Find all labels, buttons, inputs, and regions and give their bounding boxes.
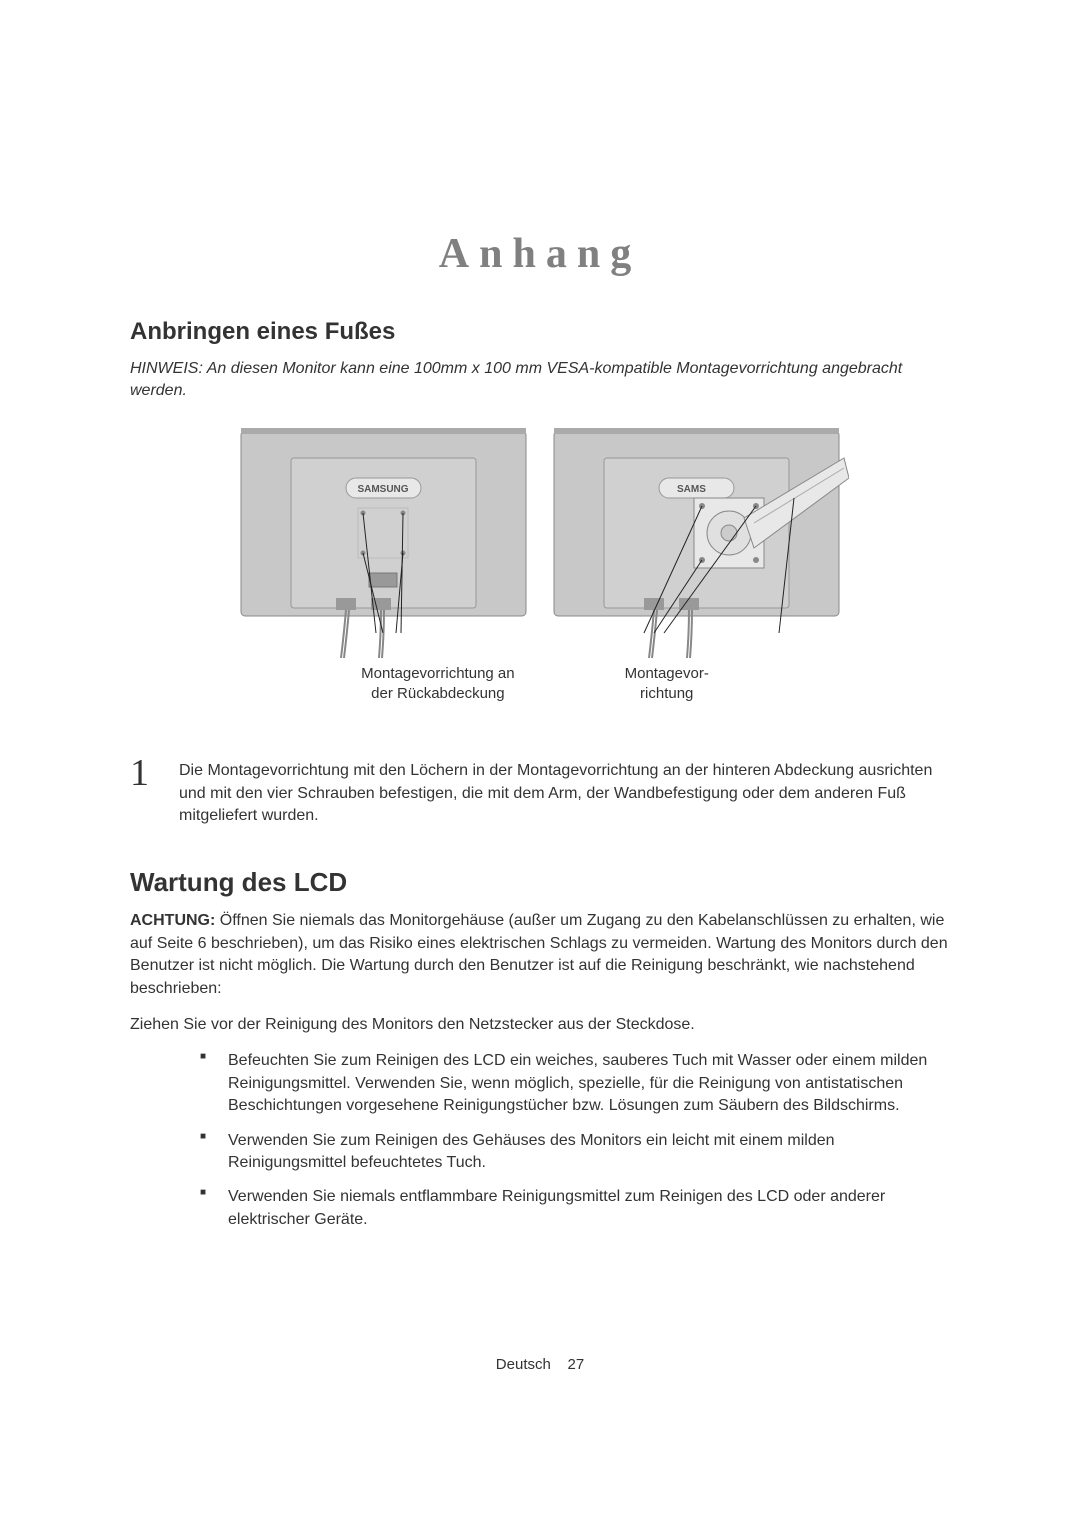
monitor-back-figure-left: SAMSUNG: [231, 423, 536, 658]
caption-left-line2: der Rückabdeckung: [371, 685, 504, 702]
list-item: Verwenden Sie niemals entflammbare Reini…: [200, 1186, 950, 1231]
warning-text: Öffnen Sie niemals das Monitorgehäuse (a…: [130, 912, 948, 996]
page-content: Anhang Anbringen eines Fußes HINWEIS: An…: [0, 0, 1080, 1303]
figure-container: SAMSUNG: [130, 423, 950, 658]
caption-left-line1: Montagevorrichtung an: [361, 665, 514, 682]
section-maintenance-title: Wartung des LCD: [130, 867, 950, 898]
list-item: Verwenden Sie zum Reinigen des Gehäuses …: [200, 1130, 950, 1175]
step-text: Die Montagevorrichtung mit den Löchern i…: [179, 754, 950, 827]
brand-label-partial: SAMS: [677, 484, 706, 495]
monitor-back-figure-right: SAMS: [544, 423, 849, 658]
chapter-title: Anhang: [130, 230, 950, 278]
caption-right-line2: richtung: [640, 685, 693, 702]
caption-left: Montagevorrichtung an der Rückabdeckung: [361, 664, 514, 705]
step-1-row: 1 Die Montagevorrichtung mit den Löchern…: [130, 754, 950, 827]
maintenance-bullets: Befeuchten Sie zum Reinigen des LCD ein …: [200, 1050, 950, 1231]
figure-area: SAMSUNG: [130, 423, 950, 705]
caption-right: Montagevor- richtung: [625, 664, 709, 705]
brand-label: SAMSUNG: [357, 484, 408, 495]
page-footer: Deutsch 27: [0, 1356, 1080, 1373]
list-item: Befeuchten Sie zum Reinigen des LCD ein …: [200, 1050, 950, 1117]
footer-page-number: 27: [568, 1356, 585, 1373]
warning-label: ACHTUNG:: [130, 912, 215, 929]
caption-right-line1: Montagevor-: [625, 665, 709, 682]
section-mount-title: Anbringen eines Fußes: [130, 318, 950, 346]
unplug-text: Ziehen Sie vor der Reinigung des Monitor…: [130, 1014, 950, 1036]
footer-language: Deutsch: [496, 1356, 551, 1373]
vesa-note: HINWEIS: An diesen Monitor kann eine 100…: [130, 358, 950, 403]
warning-paragraph: ACHTUNG: Öffnen Sie niemals das Monitorg…: [130, 910, 950, 1000]
figure-captions: Montagevorrichtung an der Rückabdeckung …: [130, 664, 950, 705]
step-number: 1: [130, 754, 149, 827]
